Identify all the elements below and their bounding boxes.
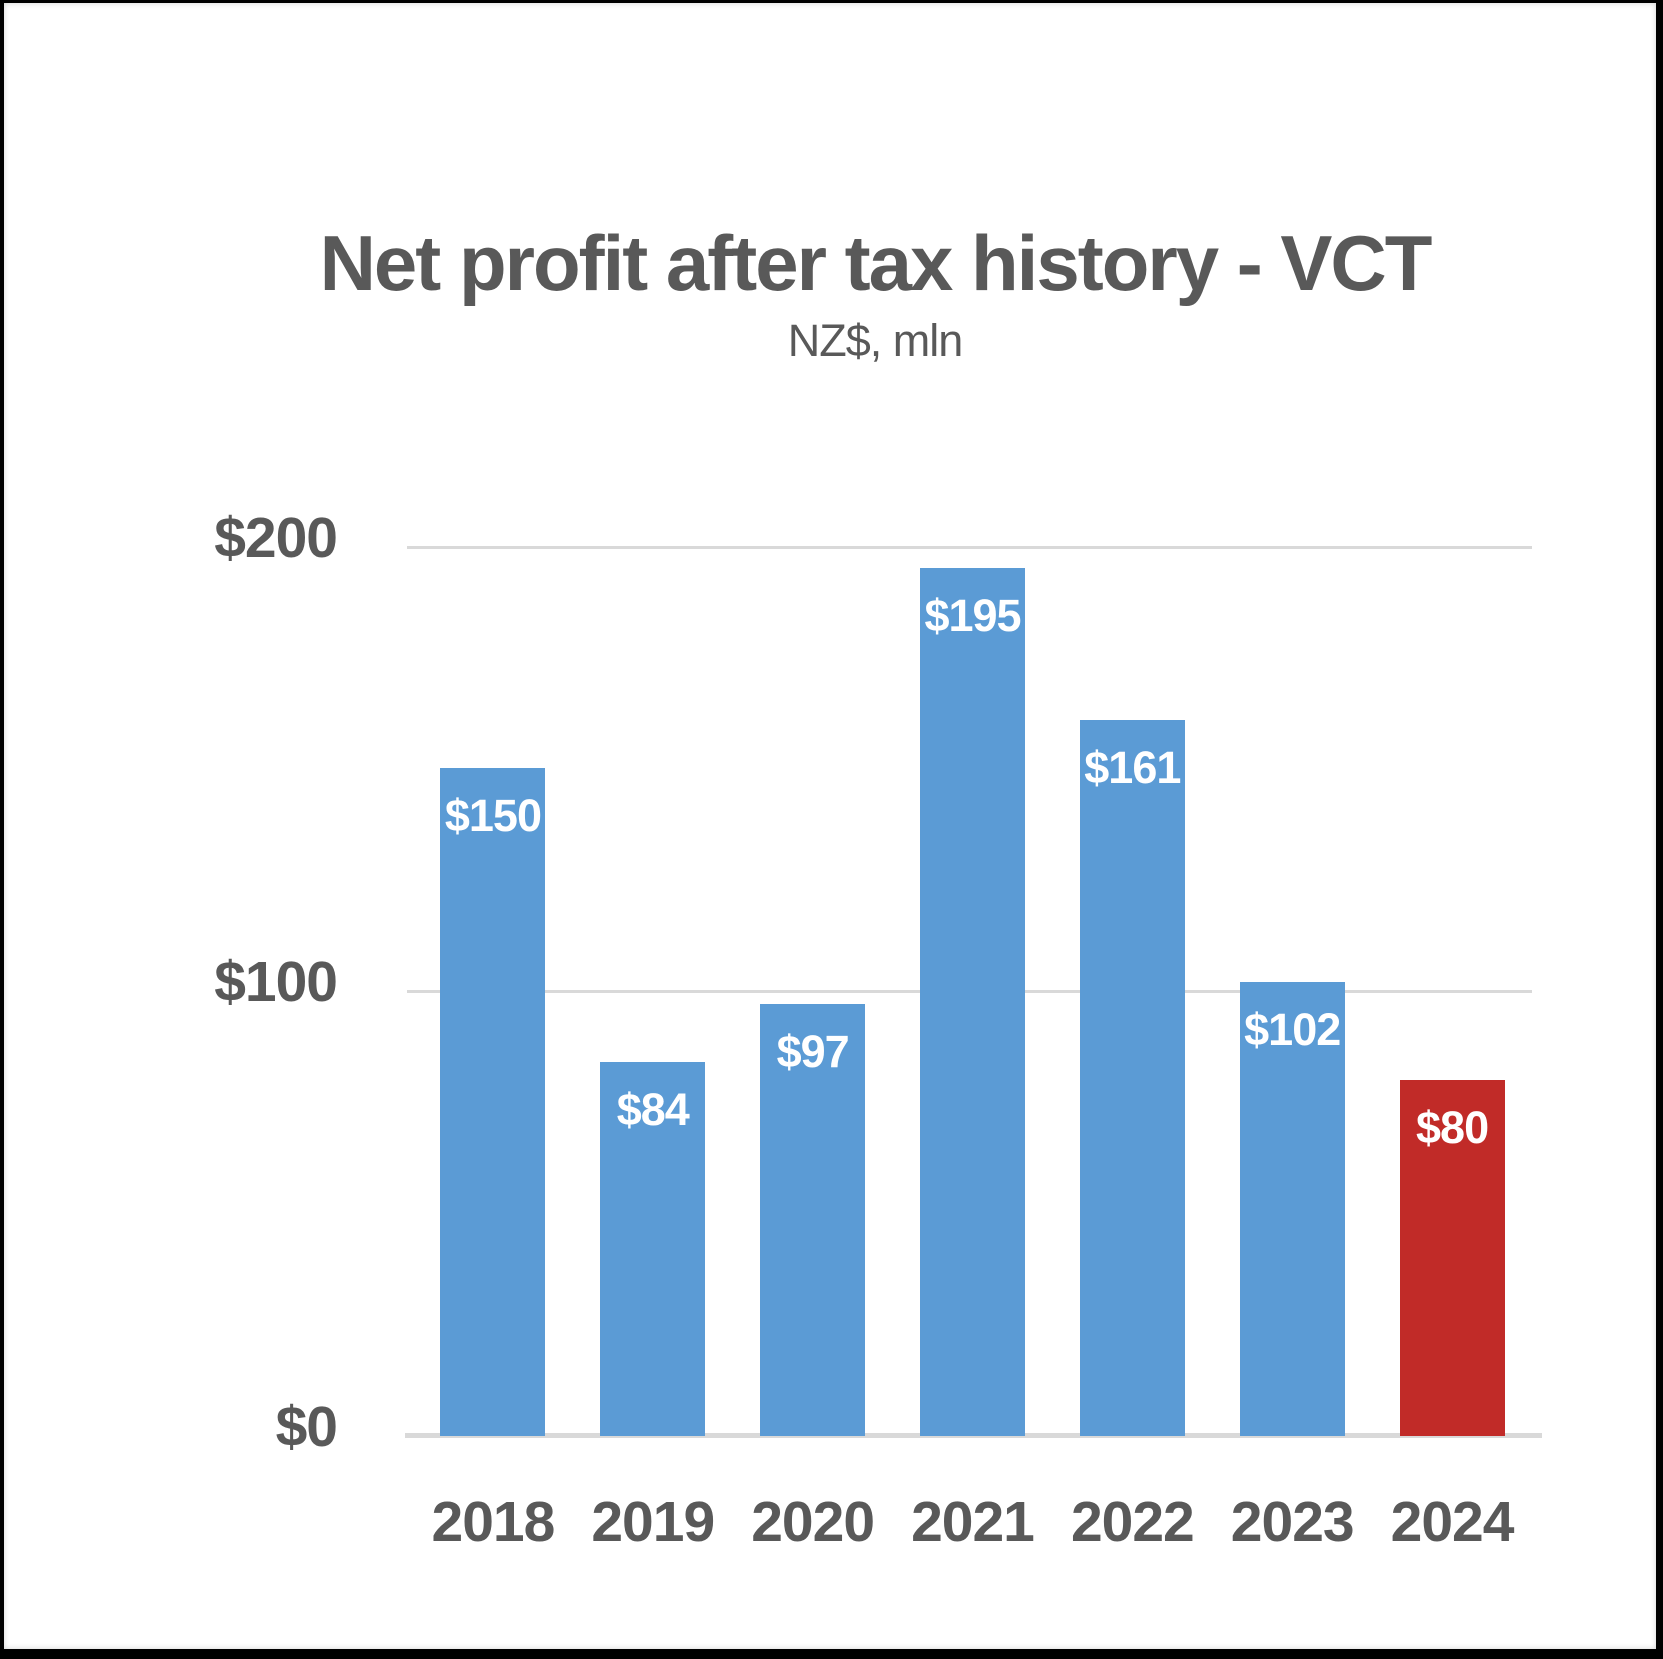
y-tick-100: $100	[214, 950, 338, 1014]
bar-2019: $84	[600, 1062, 706, 1436]
bar-value-label: $150	[444, 790, 542, 841]
x-tick-2023: 2023	[1230, 1490, 1355, 1554]
x-tick-2024: 2024	[1390, 1490, 1515, 1554]
bar-2021: $195	[920, 568, 1025, 1436]
bar-2024: $80	[1399, 1080, 1505, 1436]
bar-value-label: $102	[1244, 1004, 1341, 1055]
bar-value-label: $84	[616, 1084, 690, 1135]
bar-value-label: $80	[1416, 1102, 1489, 1153]
x-tick-2019: 2019	[591, 1490, 715, 1554]
x-tick-2022: 2022	[1070, 1490, 1195, 1554]
bar-2018: $150	[440, 768, 546, 1436]
bar-2023: $102	[1239, 982, 1345, 1436]
bar-2022: $161	[1079, 720, 1185, 1436]
y-tick-0: $0	[275, 1395, 338, 1459]
chart-title: Net profit after tax history - VCT	[319, 219, 1433, 307]
bar-value-label: $161	[1084, 742, 1181, 793]
x-tick-2021: 2021	[911, 1490, 1035, 1554]
bar-value-label: $195	[924, 590, 1021, 641]
gridline-200	[407, 546, 1532, 549]
bar-value-label: $97	[776, 1026, 850, 1077]
x-tick-2018: 2018	[431, 1490, 556, 1554]
x-tick-2020: 2020	[751, 1490, 875, 1554]
bar-2020: $97	[760, 1004, 866, 1436]
chart-subtitle: NZ$, mln	[787, 315, 964, 367]
y-tick-200: $200	[214, 506, 338, 570]
chart-header: Net profit after tax history - VCT NZ$, …	[94, 221, 1656, 367]
plot-area: $150 2018 $84 2019 $97 2020 $195 2021 $161 2022 $1…	[405, 546, 1542, 1554]
